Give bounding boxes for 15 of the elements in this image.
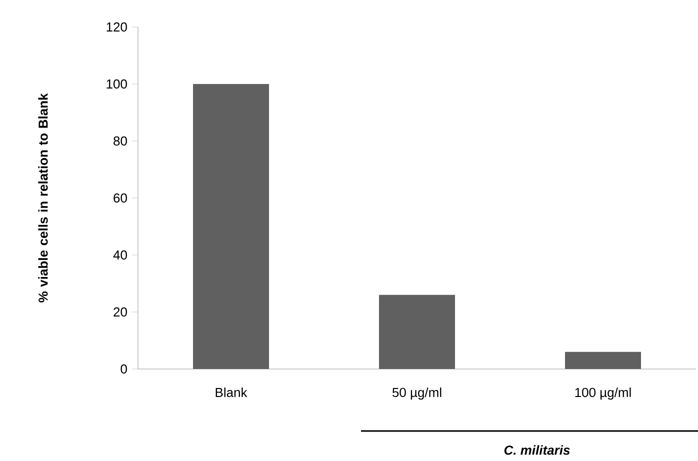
y-axis-title: % viable cells in relation to Blank	[38, 93, 48, 302]
text: C. militaris	[504, 445, 570, 455]
bar	[193, 84, 270, 369]
y-tick-label: 40	[113, 250, 127, 260]
y-tick-label: 120	[106, 22, 127, 32]
y-tick-label: 60	[114, 193, 127, 203]
y-tick-label: 100	[106, 79, 127, 89]
bar	[379, 294, 456, 369]
x-tick-label: 50 µg/ml	[392, 388, 442, 400]
bar	[565, 352, 642, 369]
x-tick-label: 100 µg/ml	[575, 388, 631, 400]
y-tick-label: 20	[114, 307, 127, 317]
x-tick-label: Blank	[216, 388, 248, 398]
y-tick-label: 80	[114, 136, 127, 146]
y-tick-label: 0	[120, 364, 127, 374]
